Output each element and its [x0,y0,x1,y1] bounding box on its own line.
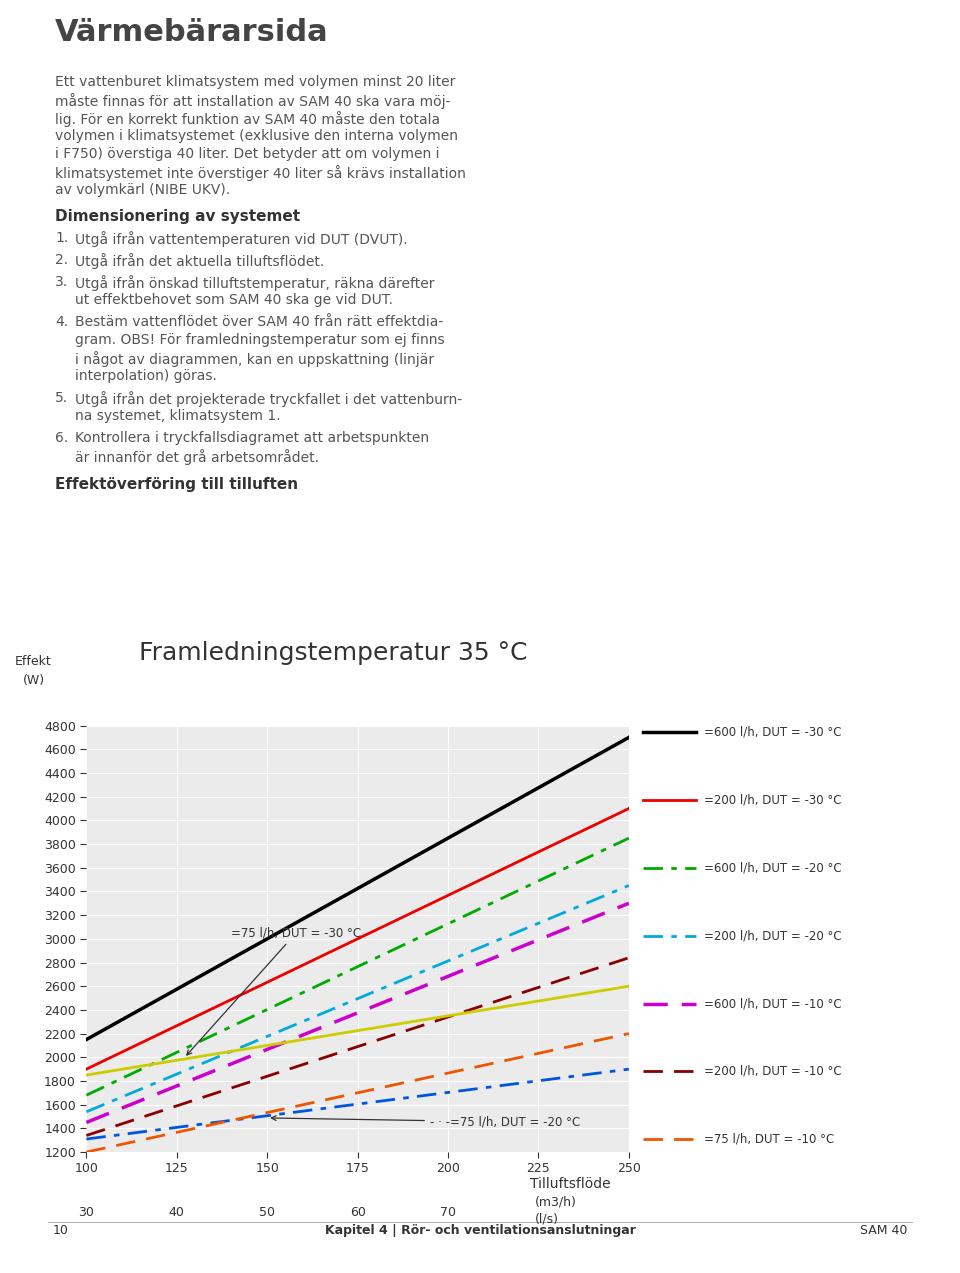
Text: Tilluftsflöde: Tilluftsflöde [530,1176,611,1190]
Text: =200 l/h, DUT = -30 °C: =200 l/h, DUT = -30 °C [704,793,841,806]
Text: =600 l/h, DUT = -20 °C: =600 l/h, DUT = -20 °C [704,862,841,875]
Text: =75 l/h, DUT = -10 °C: =75 l/h, DUT = -10 °C [704,1133,834,1146]
Text: 50: 50 [259,1206,276,1218]
Text: lig. För en korrekt funktion av SAM 40 måste den totala: lig. För en korrekt funktion av SAM 40 m… [55,111,440,127]
Text: gram. OBS! För framledningstemperatur som ej finns: gram. OBS! För framledningstemperatur so… [75,334,444,348]
Text: 30: 30 [79,1206,94,1218]
Text: måste finnas för att installation av SAM 40 ska vara möj-: måste finnas för att installation av SAM… [55,93,450,109]
Text: av volymkärl (NIBE UKV).: av volymkärl (NIBE UKV). [55,183,230,197]
Text: Bestäm vattenflödet över SAM 40 från rätt effektdia-: Bestäm vattenflödet över SAM 40 från rät… [75,314,444,328]
Text: 3.: 3. [55,275,68,289]
Text: Dimensionering av systemet: Dimensionering av systemet [55,209,300,224]
Text: (l/s): (l/s) [535,1212,559,1225]
Text: Ett vattenburet klimatsystem med volymen minst 20 liter: Ett vattenburet klimatsystem med volymen… [55,75,455,89]
Text: Framledningstemperatur 35 °C: Framledningstemperatur 35 °C [139,640,528,665]
Text: Utgå ifrån det aktuella tilluftsflödet.: Utgå ifrån det aktuella tilluftsflödet. [75,253,324,269]
Text: 10: 10 [53,1225,69,1237]
Text: klimatsystemet inte överstiger 40 liter så krävs installation: klimatsystemet inte överstiger 40 liter … [55,165,466,181]
Text: 40: 40 [169,1206,184,1218]
Text: Utgå ifrån önskad tilluftstemperatur, räkna därefter: Utgå ifrån önskad tilluftstemperatur, rä… [75,275,435,292]
Text: (m3/h): (m3/h) [535,1195,577,1208]
Text: Utgå ifrån vattentemperaturen vid DUT (DVUT).: Utgå ifrån vattentemperaturen vid DUT (D… [75,230,408,247]
Text: interpolation) göras.: interpolation) göras. [75,369,217,383]
Text: Effektöverföring till tilluften: Effektöverföring till tilluften [55,477,299,491]
Text: =75 l/h, DUT = -30 °C: =75 l/h, DUT = -30 °C [187,927,361,1055]
Text: volymen i klimatsystemet (exklusive den interna volymen: volymen i klimatsystemet (exklusive den … [55,129,458,143]
Text: =200 l/h, DUT = -20 °C: =200 l/h, DUT = -20 °C [704,929,841,942]
Text: Effekt: Effekt [15,656,52,668]
Text: 6.: 6. [55,432,68,446]
Text: i något av diagrammen, kan en uppskattning (linjär: i något av diagrammen, kan en uppskattni… [75,351,434,367]
Text: i F750) överstiga 40 liter. Det betyder att om volymen i: i F750) överstiga 40 liter. Det betyder … [55,146,440,160]
Text: 2.: 2. [55,253,68,267]
Text: na systemet, klimatsystem 1.: na systemet, klimatsystem 1. [75,409,280,423]
Text: Kapitel 4 | Rör- och ventilationsanslutningar: Kapitel 4 | Rör- och ventilationsanslutn… [324,1225,636,1237]
Text: 1.: 1. [55,230,68,244]
Text: 4.: 4. [55,314,68,328]
Text: (W): (W) [22,675,45,687]
Text: 60: 60 [349,1206,366,1218]
Text: SAM 40: SAM 40 [860,1225,907,1237]
Text: är innanför det grå arbetsområdet.: är innanför det grå arbetsområdet. [75,449,319,465]
Text: - · -=75 l/h, DUT = -20 °C: - · -=75 l/h, DUT = -20 °C [272,1115,580,1128]
Text: Kontrollera i tryckfallsdiagramet att arbetspunkten: Kontrollera i tryckfallsdiagramet att ar… [75,432,429,446]
Text: 5.: 5. [55,391,68,405]
Text: Värmebärarsida: Värmebärarsida [55,18,328,47]
Text: 70: 70 [440,1206,456,1218]
Text: Utgå ifrån det projekterade tryckfallet i det vattenburn-: Utgå ifrån det projekterade tryckfallet … [75,391,462,407]
Text: =600 l/h, DUT = -30 °C: =600 l/h, DUT = -30 °C [704,726,841,738]
Text: =200 l/h, DUT = -10 °C: =200 l/h, DUT = -10 °C [704,1066,841,1078]
Text: =600 l/h, DUT = -10 °C: =600 l/h, DUT = -10 °C [704,997,841,1009]
Text: ut effektbehovet som SAM 40 ska ge vid DUT.: ut effektbehovet som SAM 40 ska ge vid D… [75,293,393,307]
